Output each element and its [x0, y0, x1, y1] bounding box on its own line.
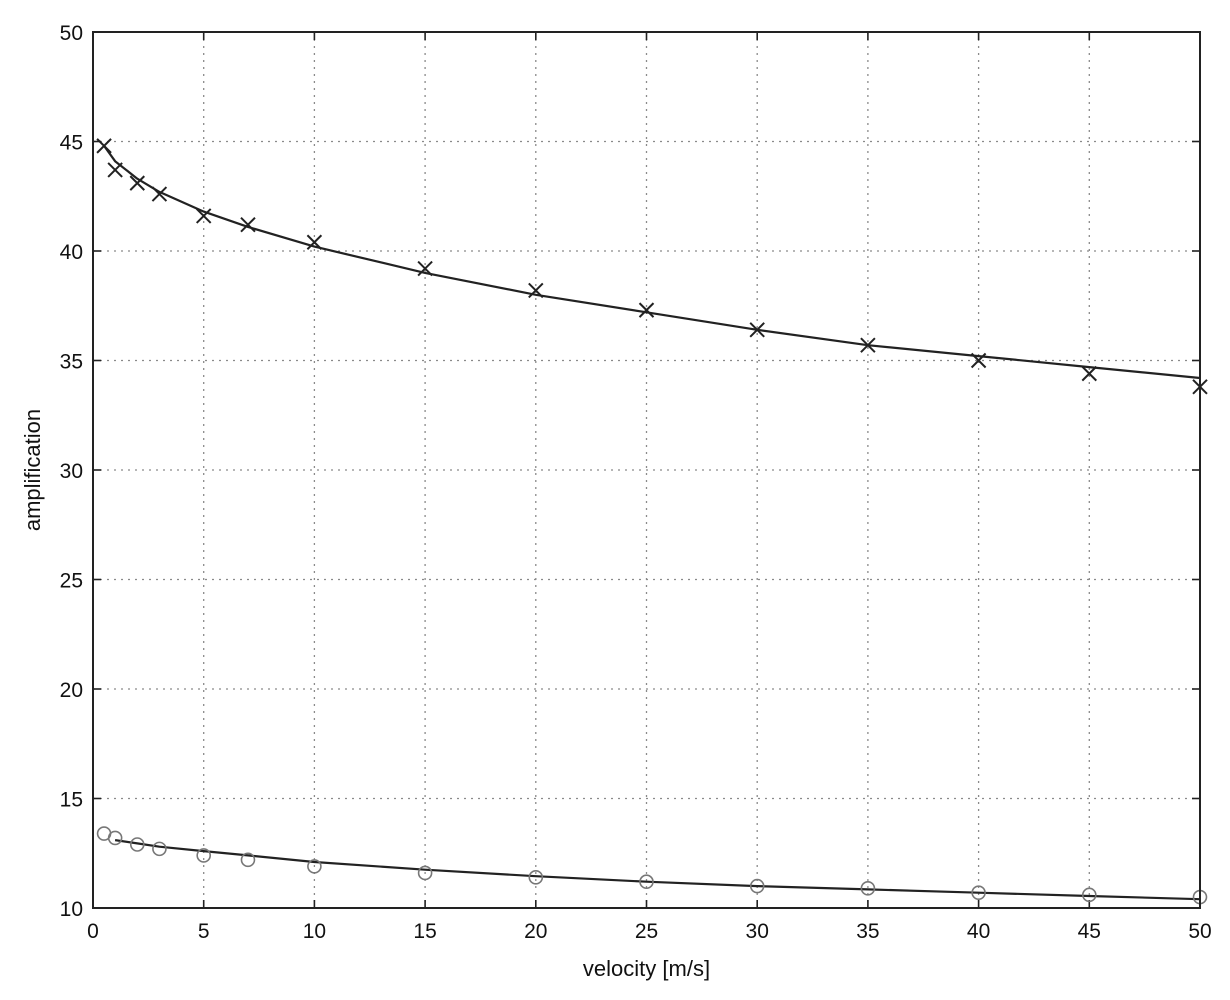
series [96, 138, 1208, 905]
x-tick-label: 0 [87, 920, 99, 943]
x-tick-label: 5 [198, 920, 210, 943]
data-point-circle [307, 859, 322, 874]
x-tick-label: 20 [524, 920, 547, 943]
data-point-x [306, 234, 323, 250]
data-point-circle [639, 874, 654, 890]
x-tick-label: 35 [856, 920, 879, 943]
x-tick-label: 10 [303, 920, 326, 943]
y-tick-label: 30 [60, 460, 83, 483]
data-point-x [417, 260, 433, 277]
data-point-x [1081, 365, 1098, 382]
series-1 [96, 138, 1208, 395]
ticks: 0 5 10 15 20 25 30 35 40 45 50 10 15 20 25 30 35 40 45 50 [60, 22, 1212, 943]
data-point-circle [152, 841, 167, 857]
fit-line [103, 145, 1201, 380]
data-point-circle [107, 830, 123, 846]
data-point-circle [417, 865, 433, 881]
data-point-circle [971, 885, 986, 900]
data-point-x [195, 208, 212, 224]
data-point-circle [129, 837, 145, 852]
x-tick-label: 25 [635, 920, 658, 943]
data-point-x [749, 322, 765, 338]
y-axis-label: amplification [20, 409, 45, 531]
data-point-x [240, 217, 256, 233]
grid [93, 32, 1200, 908]
data-point-x [970, 352, 987, 369]
y-tick-label: 25 [60, 570, 83, 593]
x-tick-label: 50 [1188, 920, 1211, 943]
x-tick-label: 40 [967, 920, 990, 943]
data-point-x [638, 302, 655, 318]
y-tick-label: 20 [60, 679, 83, 702]
x-tick-label: 15 [413, 920, 436, 943]
y-tick-label: 15 [60, 789, 83, 812]
data-point-circle [860, 880, 876, 896]
fit-line [114, 839, 1201, 901]
y-tick-label: 40 [60, 241, 83, 264]
plot-frame [92, 31, 1201, 909]
data-point-circle [240, 852, 256, 868]
x-tick-label: 45 [1078, 920, 1101, 943]
data-point-x [107, 162, 123, 178]
data-point-x [96, 138, 112, 154]
series-2 [96, 826, 1208, 905]
data-point-x [129, 175, 145, 191]
data-point-circle [196, 848, 211, 863]
y-tick-label: 35 [60, 351, 83, 374]
data-point-circle [749, 878, 765, 894]
x-axis-label: velocity [m/s] [583, 956, 710, 981]
x-tick-label: 30 [746, 920, 769, 943]
data-point-x [151, 186, 168, 202]
y-tick-label: 50 [60, 22, 83, 45]
data-point-x [860, 337, 876, 353]
data-point-circle [528, 870, 544, 885]
y-tick-label: 45 [60, 132, 83, 155]
y-tick-label: 10 [60, 898, 83, 921]
data-point-circle [1082, 887, 1097, 903]
data-point-x [528, 282, 544, 299]
